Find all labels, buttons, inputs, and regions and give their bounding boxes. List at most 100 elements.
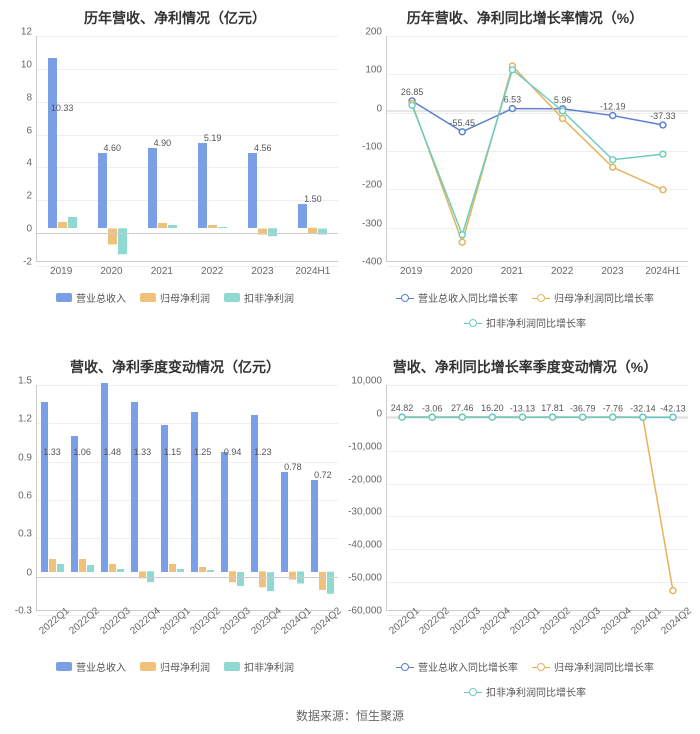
x-tick-label: 2022Q4	[478, 606, 512, 637]
line-point	[509, 67, 515, 73]
x-tick-label: 2023Q4	[599, 606, 633, 637]
line-point	[580, 414, 586, 420]
line-point	[550, 414, 556, 420]
legend-label: 归母净利润同比增长率	[554, 659, 654, 674]
y-tick-label: 12	[21, 27, 32, 38]
bar-value-label: 10.33	[51, 103, 74, 113]
line-series	[412, 70, 663, 235]
legend-label: 归母净利润	[160, 659, 210, 674]
panel-annual-revenue: 历年营收、净利情况（亿元） -2024681012 10.334.604.905…	[0, 0, 350, 349]
y-tick-label: 200	[365, 27, 382, 38]
y-tick-label: 0.6	[18, 491, 32, 502]
bar	[298, 204, 307, 229]
legend-label: 营业总收入同比增长率	[418, 659, 518, 674]
x-tick-label: 2024Q2	[309, 606, 343, 637]
bar	[117, 569, 124, 572]
chart-title: 营收、净利同比增长率季度变动情况（%）	[356, 357, 694, 377]
bar	[207, 570, 214, 571]
bar	[118, 228, 127, 254]
line-series	[412, 66, 663, 242]
bar-value-label: 0.72	[314, 470, 332, 480]
x-tick-label: 2021	[501, 266, 523, 277]
chart-title: 营收、净利季度变动情况（亿元）	[6, 357, 344, 377]
point-value-label: 6.53	[504, 95, 522, 105]
bar	[199, 567, 206, 572]
bar	[191, 412, 198, 572]
x-tick-label: 2022Q2	[418, 606, 452, 637]
chart-plot-area: -400-300-200-1000100200 26.85-55.456.535…	[356, 32, 694, 262]
y-tick-label: -200	[362, 180, 382, 191]
legend-item: 扣非净利润同比增长率	[464, 315, 586, 330]
bar	[41, 402, 48, 572]
legend-label: 归母净利润同比增长率	[554, 290, 654, 305]
bar-value-label: 1.15	[164, 447, 182, 457]
bar	[57, 564, 64, 572]
legend: 营业总收入同比增长率 归母净利润同比增长率扣非净利润同比增长率	[356, 659, 694, 699]
point-value-label: 5.96	[554, 95, 572, 105]
bar	[101, 383, 108, 572]
legend-swatch	[56, 293, 72, 302]
chart-plot-area: -2024681012 10.334.604.905.194.561.50	[6, 32, 344, 262]
legend-item: 扣非净利润	[224, 659, 294, 674]
line-point	[610, 113, 616, 119]
y-tick-label: 4	[26, 158, 32, 169]
legend-swatch	[224, 293, 240, 302]
bar-value-label: 4.60	[103, 143, 121, 153]
y-tick-label: -400	[362, 257, 382, 268]
bar	[281, 472, 288, 572]
y-tick-label: 0.3	[18, 529, 32, 540]
point-value-label: 27.46	[451, 403, 474, 413]
x-tick-label: 2023	[251, 266, 273, 277]
line-point	[489, 414, 495, 420]
point-value-label: -3.06	[422, 403, 443, 413]
bar-value-label: 1.48	[103, 447, 121, 457]
legend-swatch	[224, 662, 240, 671]
legend-swatch	[140, 293, 156, 302]
legend-item: 扣非净利润同比增长率	[464, 684, 586, 699]
bar	[68, 217, 77, 229]
bar	[168, 225, 177, 228]
x-tick-label: 2022	[551, 266, 573, 277]
point-value-label: -42.13	[660, 403, 686, 413]
bar	[208, 225, 217, 228]
legend-item: 营业总收入同比增长率	[396, 290, 518, 305]
bar	[79, 559, 86, 572]
line-point	[560, 108, 566, 114]
legend-label: 扣非净利润同比增长率	[486, 315, 586, 330]
legend-item: 归母净利润	[140, 659, 210, 674]
legend-item: 扣非净利润	[224, 290, 294, 305]
y-tick-label: -20,000	[348, 474, 382, 485]
y-tick-label: 0	[26, 224, 32, 235]
point-value-label: 17.81	[541, 403, 564, 413]
y-tick-label: 100	[365, 65, 382, 76]
x-tick-label: 2022	[201, 266, 223, 277]
y-tick-label: 10	[21, 59, 32, 70]
x-tick-label: 2022Q1	[387, 606, 421, 637]
panel-quarterly-growth: 营收、净利同比增长率季度变动情况（%） -60,000-50,000-40,00…	[350, 349, 700, 699]
line-point	[409, 102, 415, 108]
bar	[259, 572, 266, 587]
y-tick-label: 10,000	[351, 376, 382, 387]
bar	[177, 569, 184, 572]
x-tick-label: 2024Q1	[279, 606, 313, 637]
x-tick-label: 2022Q3	[448, 606, 482, 637]
legend-label: 营业总收入	[76, 290, 126, 305]
chart-title: 历年营收、净利情况（亿元）	[6, 8, 344, 28]
point-value-label: -7.76	[603, 403, 624, 413]
point-value-label: -12.19	[600, 102, 626, 112]
bar-value-label: 1.23	[254, 447, 272, 457]
point-value-label: 16.20	[481, 403, 504, 413]
line-point	[459, 232, 465, 238]
x-tick-label: 2023Q4	[249, 606, 283, 637]
bar	[237, 572, 244, 586]
bar	[198, 143, 207, 228]
panel-quarterly-revenue: 营收、净利季度变动情况（亿元） -0.300.30.60.91.21.5 1.3…	[0, 349, 350, 699]
legend: 营业总收入 归母净利润扣非净利润	[6, 290, 344, 305]
x-tick-label: 2022Q3	[98, 606, 132, 637]
x-tick-label: 2020	[450, 266, 472, 277]
legend-item: 归母净利润	[140, 290, 210, 305]
bar	[108, 228, 117, 244]
line-point	[610, 164, 616, 170]
legend-label: 归母净利润	[160, 290, 210, 305]
x-tick-label: 2024Q2	[659, 606, 693, 637]
